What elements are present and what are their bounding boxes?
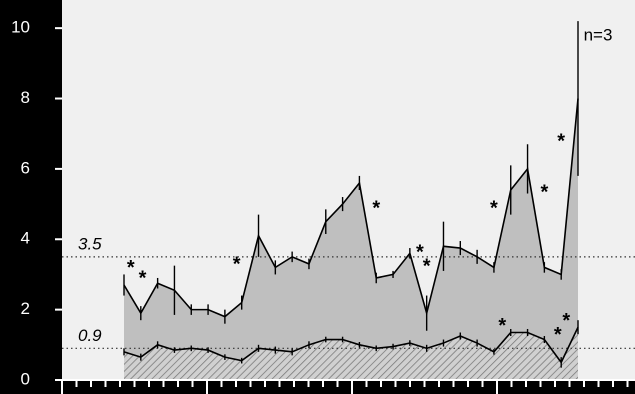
line: [123, 98, 579, 318]
asterisk: *: [554, 324, 562, 346]
reference-label: 3.5: [78, 234, 102, 253]
y-tick-label: 10: [11, 18, 30, 37]
asterisk: *: [372, 197, 380, 219]
asterisk: *: [139, 268, 147, 290]
y-tick-label: 0: [21, 369, 30, 388]
asterisk: *: [490, 197, 498, 219]
asterisk: *: [557, 131, 565, 153]
y-tick-label: 2: [21, 299, 30, 318]
reference-label: 0.9: [78, 326, 102, 345]
asterisk: *: [233, 254, 241, 276]
asterisk: *: [423, 255, 431, 277]
asterisk: *: [562, 310, 570, 332]
area-fill: [124, 327, 578, 380]
area-fill: [124, 98, 578, 380]
annotation: n=3: [584, 25, 613, 44]
asterisk: *: [498, 315, 506, 337]
y-tick-label: 4: [21, 229, 30, 248]
y-tick-label: 8: [21, 88, 30, 107]
line: [123, 326, 579, 364]
y-tick-label: 6: [21, 158, 30, 177]
asterisk: *: [540, 182, 548, 204]
asterisk: *: [416, 241, 424, 263]
asterisk: *: [127, 257, 135, 279]
